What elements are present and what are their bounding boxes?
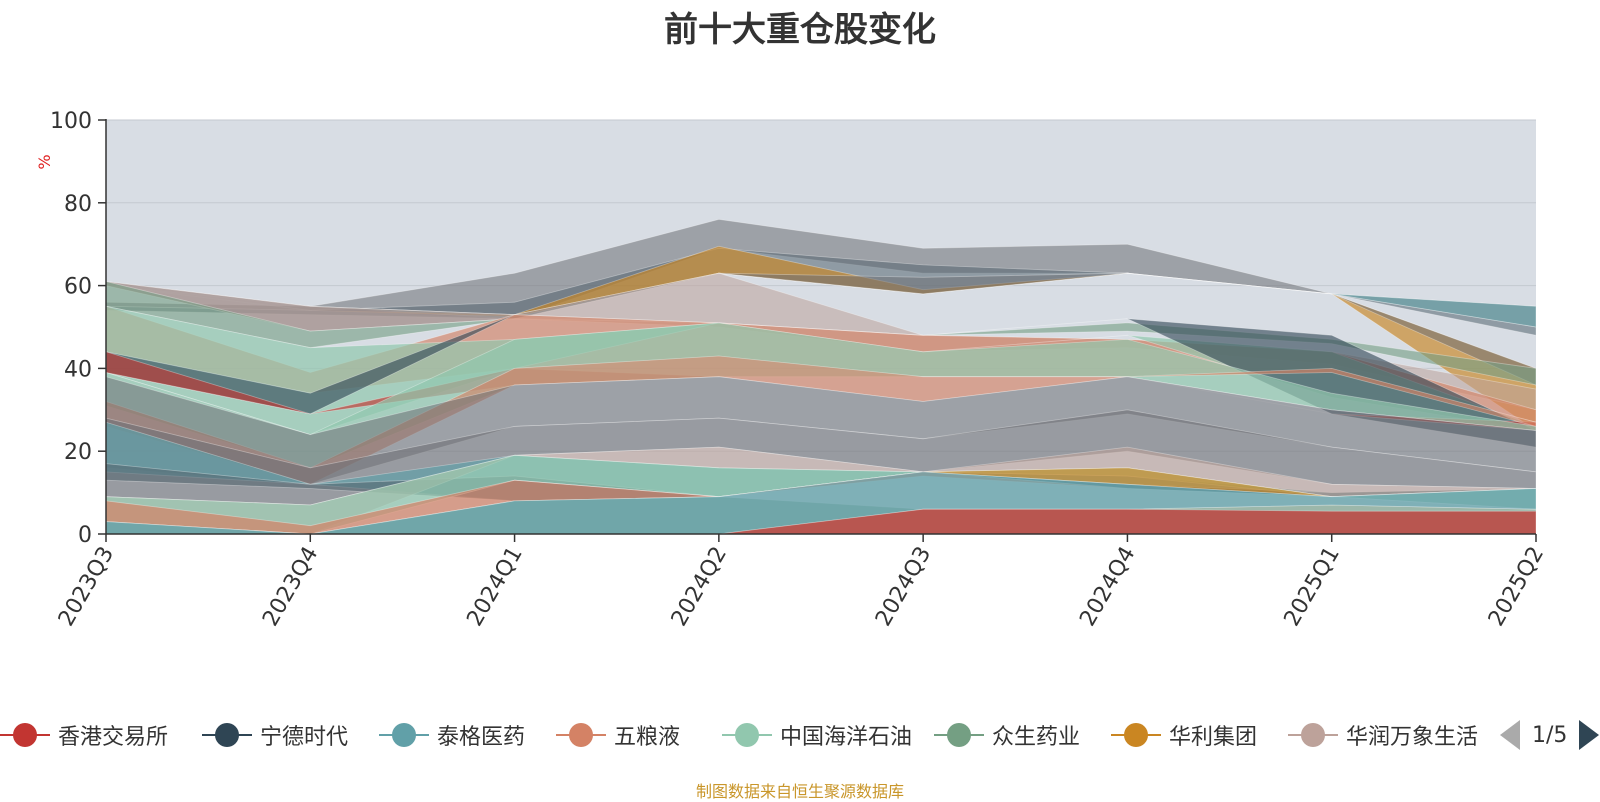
source-note: 制图数据来自恒生聚源数据库 [695,782,904,801]
legend-item-5[interactable]: 中国海洋石油 [722,715,912,755]
legend-item-6[interactable]: 众生药业 [934,715,1080,755]
legend: 香港交易所 宁德时代 泰格医药 五粮液 中国海洋石油 众生药业 华利集团 华润万象生活 1/5 [0,715,1600,755]
legend-next-page-icon[interactable] [1579,720,1600,750]
legend-label: 泰格医药 [437,725,526,750]
y-tick-label-0: 0 [78,523,92,548]
legend-label: 众生药业 [992,725,1081,750]
x-tick-label-2025Q2: 2025Q2 [1484,543,1549,631]
legend-label: 香港交易所 [58,725,169,750]
legend-page-indicator: 1/5 [1532,722,1568,748]
legend-item-7[interactable]: 华利集团 [1111,715,1257,755]
legend-marker-icon [379,722,429,748]
x-tick-label-2024Q3: 2024Q3 [871,543,936,631]
y-tick-label-40: 40 [64,357,92,382]
legend-marker-icon [202,722,252,748]
x-tick-label-2024Q2: 2024Q2 [667,543,732,631]
x-tick-label-2024Q4: 2024Q4 [1075,543,1140,631]
legend-item-2[interactable]: 宁德时代 [202,715,348,755]
y-tick-label-80: 80 [64,192,92,217]
legend-marker-icon [556,722,606,748]
y-axis-unit-label: % [35,154,54,169]
x-tick-label-2023Q4: 2023Q4 [258,543,323,631]
legend-item-1[interactable]: 香港交易所 [0,715,168,755]
legend-marker-icon [1111,722,1161,748]
legend-item-3[interactable]: 泰格医药 [379,715,525,755]
legend-item-8[interactable]: 华润万象生活 [1288,715,1478,755]
series-areas [105,218,1537,535]
chart-title: 前十大重仓股变化 [664,10,936,50]
legend-marker-icon [0,722,50,748]
legend-items: 香港交易所 宁德时代 泰格医药 五粮液 中国海洋石油 众生药业 华利集团 华润万象生活 [0,715,1482,755]
legend-marker-icon [1288,722,1338,748]
area-chart: 0 20 40 60 80 100 2023Q3 2023Q4 2024Q1 2024Q2 2024… [35,109,1549,631]
legend-prev-page-icon[interactable] [1500,720,1520,750]
legend-marker-icon [722,722,772,748]
legend-label: 华利集团 [1169,725,1258,750]
y-tick-label-20: 20 [64,440,92,465]
legend-label: 宁德时代 [260,725,349,750]
legend-label: 五粮液 [614,725,681,750]
x-tick-label-2025Q1: 2025Q1 [1280,543,1345,631]
x-tick-label-2023Q3: 2023Q3 [54,543,119,631]
legend-label: 中国海洋石油 [780,725,913,750]
legend-label: 华润万象生活 [1346,725,1479,750]
y-tick-label-100: 100 [50,109,92,134]
legend-pager: 1/5 [1500,715,1600,755]
legend-item-4[interactable]: 五粮液 [556,715,680,755]
legend-marker-icon [934,722,984,748]
y-tick-label-60: 60 [64,275,92,300]
x-tick-label-2024Q1: 2024Q1 [462,543,527,631]
